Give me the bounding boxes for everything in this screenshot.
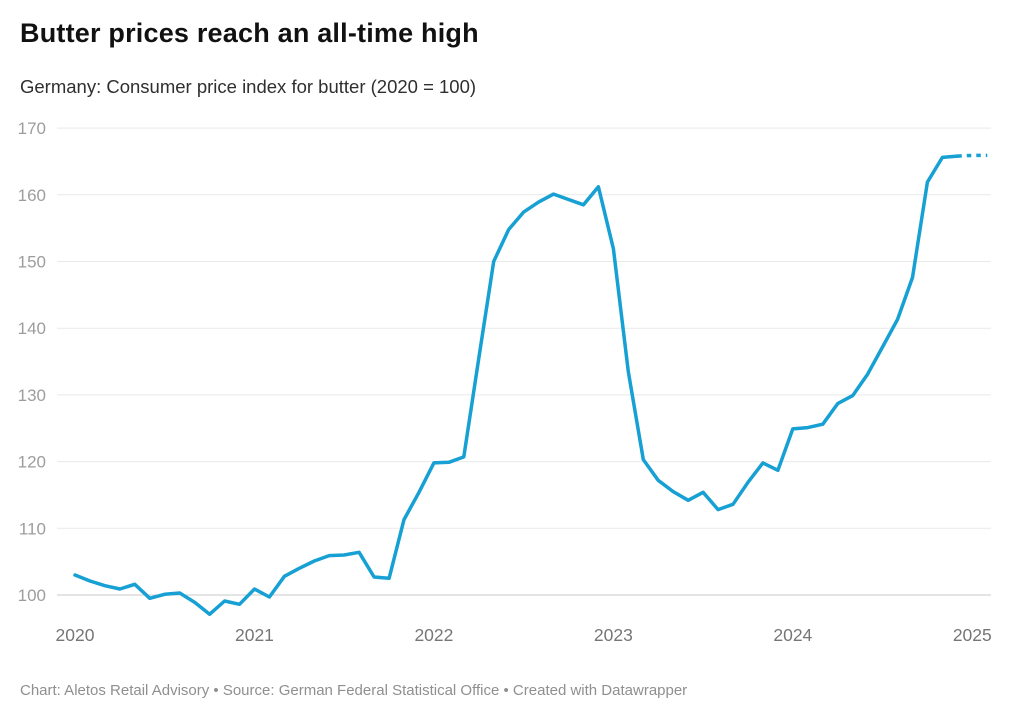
x-tick-label: 2021: [235, 625, 274, 645]
chart-subtitle: Germany: Consumer price index for butter…: [20, 76, 477, 97]
x-tick-label: 2020: [56, 625, 95, 645]
x-tick-label: 2024: [773, 625, 812, 645]
y-tick-label: 110: [19, 519, 46, 538]
y-gridlines: [57, 127, 991, 596]
chart-title: Butter prices reach an all-time high: [20, 18, 479, 48]
y-tick-label: 150: [18, 253, 46, 272]
y-tick-label: 130: [18, 386, 46, 405]
y-tick-label: 100: [18, 586, 46, 605]
x-tick-label: 2022: [414, 625, 453, 645]
y-tick-label: 170: [18, 119, 46, 138]
price-line: [73, 154, 960, 617]
chart-footer: Chart: Aletos Retail Advisory • Source: …: [20, 682, 688, 699]
x-tick-label: 2025: [953, 625, 992, 645]
price-line-projection: [957, 153, 988, 158]
y-axis-labels: 100 110 120 130 140 150 160 170: [18, 119, 46, 605]
x-tick-label: 2023: [594, 625, 633, 645]
x-axis-labels: 2020 2021 2022 2023 2024 2025: [56, 625, 992, 645]
y-tick-label: 140: [18, 319, 46, 338]
y-tick-label: 160: [18, 186, 46, 205]
y-tick-label: 120: [18, 453, 46, 472]
